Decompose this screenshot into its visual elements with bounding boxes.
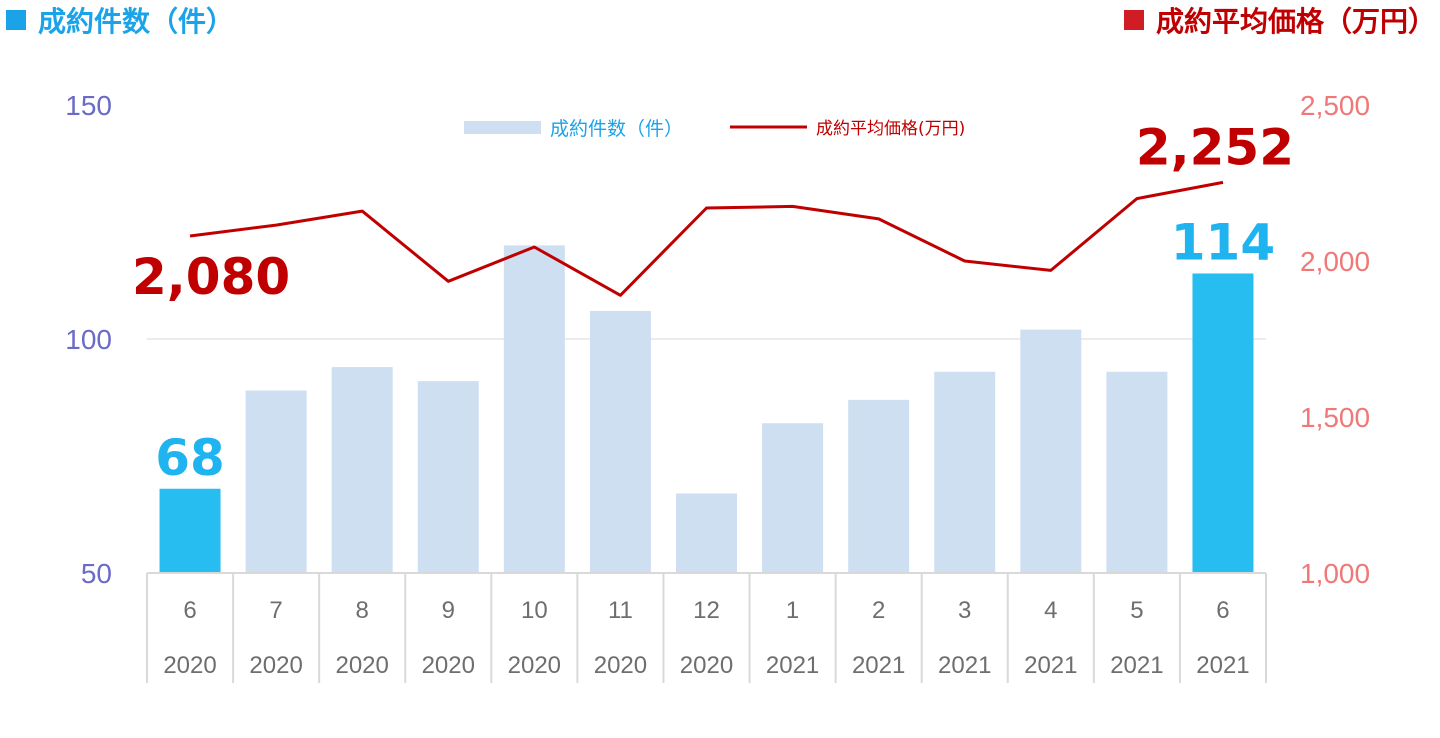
- axes: 6202072020820209202010202011202012202012…: [65, 90, 1370, 683]
- price-data-label: 2,080: [132, 248, 290, 306]
- bar: [331, 367, 393, 573]
- left-tick-label: 100: [65, 324, 112, 355]
- bar: [1106, 371, 1168, 573]
- bar: [848, 399, 910, 573]
- bar: [417, 381, 479, 573]
- right-axis-title-text: 成約平均価格（万円）: [1155, 5, 1436, 38]
- bar: [159, 488, 221, 573]
- category-month-label: 6: [183, 597, 196, 624]
- legend-bar-label: 成約件数（件）: [550, 118, 683, 140]
- blue-square-icon: [6, 10, 26, 30]
- category-month-label: 11: [608, 597, 633, 624]
- category-year-label: 2021: [1196, 652, 1249, 679]
- left-axis-title-text: 成約件数（件）: [38, 5, 235, 38]
- legend-bar-swatch: [464, 121, 541, 134]
- bar: [1192, 273, 1254, 573]
- bar: [245, 390, 307, 573]
- left-tick-label: 50: [81, 558, 112, 589]
- line-series: [189, 180, 1224, 297]
- category-month-label: 3: [958, 597, 971, 624]
- category-year-label: 2020: [335, 652, 388, 679]
- category-month-label: 9: [442, 597, 455, 624]
- right-tick-label: 1,000: [1300, 558, 1370, 589]
- category-year-label: 2020: [422, 652, 475, 679]
- left-axis-title: 成約件数（件）: [6, 0, 234, 40]
- price-line: [189, 180, 1224, 297]
- category-year-label: 2020: [508, 652, 561, 679]
- bar: [934, 371, 996, 573]
- category-month-label: 10: [521, 597, 548, 624]
- category-year-label: 2021: [938, 652, 991, 679]
- category-year-label: 2020: [680, 652, 733, 679]
- count-data-label: 68: [155, 429, 225, 487]
- bar: [503, 245, 565, 573]
- category-month-label: 8: [356, 597, 369, 624]
- legend-line-label: 成約平均価格(万円): [816, 119, 965, 139]
- bar: [589, 310, 651, 573]
- category-month-label: 6: [1216, 597, 1229, 624]
- right-tick-label: 2,000: [1300, 246, 1370, 277]
- category-month-label: 2: [872, 597, 885, 624]
- category-year-label: 2020: [249, 652, 302, 679]
- category-month-label: 12: [693, 597, 720, 624]
- legend: 成約件数（件） 成約平均価格(万円): [464, 118, 965, 140]
- data-labels: 68 114 2,080 2,252: [132, 118, 1294, 486]
- right-axis-title: 成約平均価格（万円）: [1123, 0, 1436, 40]
- category-year-label: 2021: [1110, 652, 1163, 679]
- category-month-label: 5: [1130, 597, 1143, 624]
- count-data-label: 114: [1171, 213, 1275, 271]
- bar: [1020, 329, 1082, 573]
- bar: [676, 493, 737, 573]
- category-month-label: 1: [786, 597, 799, 624]
- category-month-label: 7: [269, 597, 282, 624]
- bar-series: [159, 245, 1254, 573]
- category-year-label: 2021: [1024, 652, 1077, 679]
- category-year-label: 2021: [852, 652, 905, 679]
- left-tick-label: 150: [65, 90, 112, 121]
- category-year-label: 2020: [163, 652, 216, 679]
- price-data-label: 2,252: [1136, 118, 1294, 176]
- bar: [762, 423, 824, 573]
- red-square-icon: [1123, 10, 1144, 30]
- right-tick-label: 2,500: [1300, 90, 1370, 121]
- category-year-label: 2020: [594, 652, 647, 679]
- category-month-label: 4: [1044, 597, 1057, 624]
- right-tick-label: 1,500: [1300, 402, 1370, 433]
- category-year-label: 2021: [766, 652, 819, 679]
